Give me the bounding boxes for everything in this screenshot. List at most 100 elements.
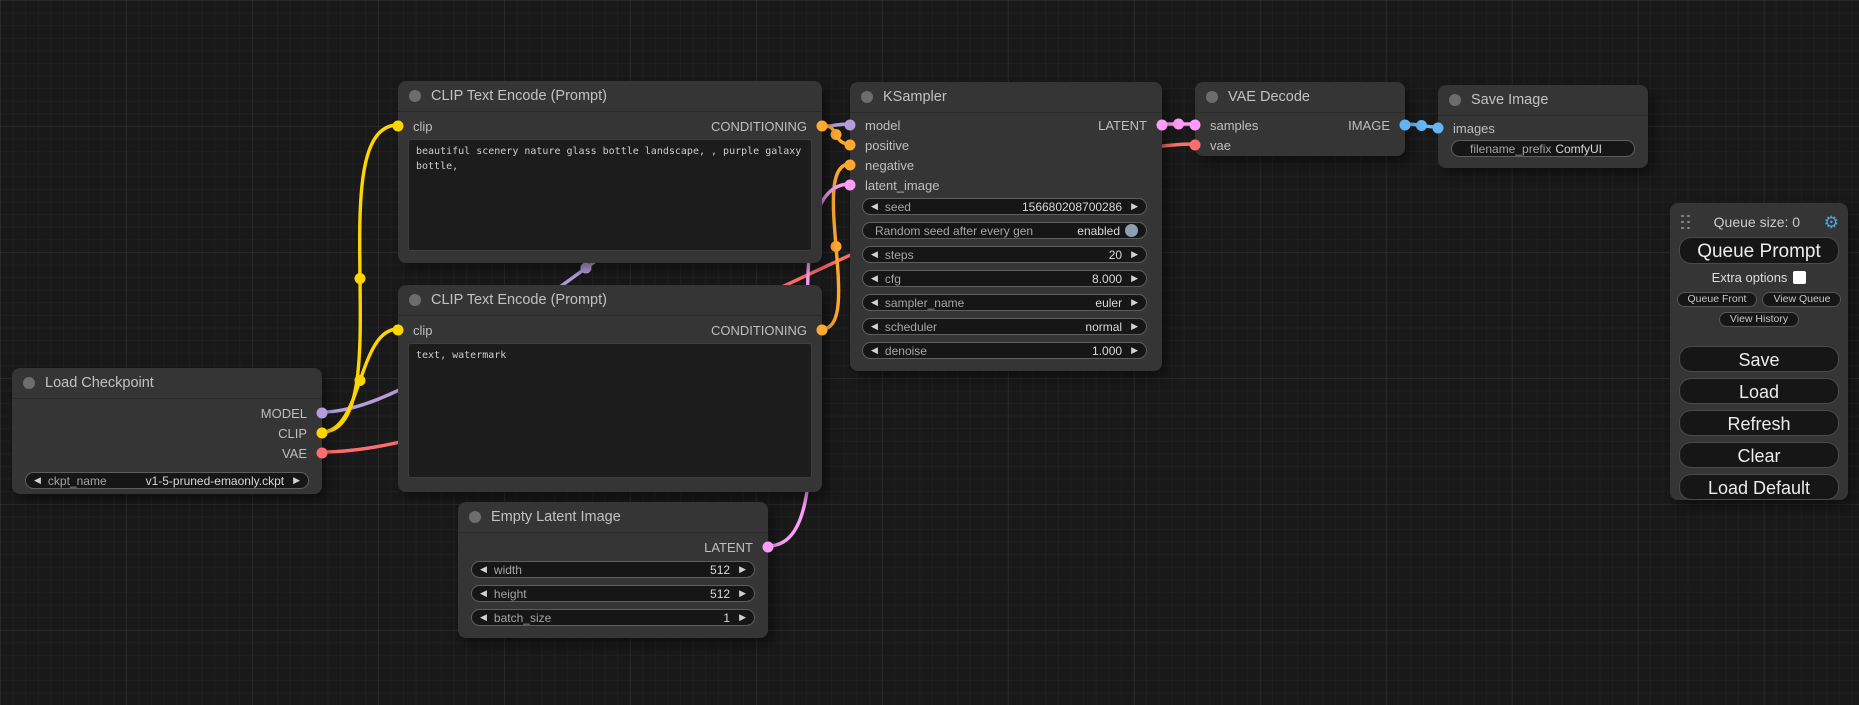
load-button[interactable]: Load	[1679, 378, 1839, 404]
conditioning-port-icon[interactable]	[816, 120, 828, 132]
node-clip-text-encode-negative[interactable]: CLIP Text Encode (Prompt) clip CONDITION…	[392, 285, 828, 492]
input-model[interactable]: model LATENT	[844, 115, 1168, 135]
scheduler-widget[interactable]: ◀ scheduler normal ▶	[862, 318, 1147, 335]
latent-port-icon[interactable]	[844, 179, 856, 191]
positive-prompt-textarea[interactable]: beautiful scenery nature glass bottle la…	[408, 139, 812, 251]
latent-port-icon[interactable]	[1189, 119, 1201, 131]
input-images[interactable]: images	[1432, 118, 1648, 138]
node-title-bar[interactable]: VAE Decode	[1195, 82, 1405, 113]
conditioning-port-icon[interactable]	[816, 324, 828, 336]
node-empty-latent-image[interactable]: Empty Latent Image LATENT ◀ width 512 ▶ …	[458, 502, 774, 638]
input-clip[interactable]: clip CONDITIONING	[392, 116, 828, 136]
batch-size-widget[interactable]: ◀ batch_size 1 ▶	[471, 609, 755, 626]
node-save-image[interactable]: Save Image images filename_prefix ComfyU…	[1432, 85, 1648, 168]
view-history-button[interactable]: View History	[1718, 312, 1800, 327]
load-default-button[interactable]: Load Default	[1679, 474, 1839, 500]
queue-panel[interactable]: Queue size: 0 ⚙ Queue Prompt Extra optio…	[1670, 203, 1848, 500]
denoise-widget[interactable]: ◀ denoise 1.000 ▶	[862, 342, 1147, 359]
collapse-dot-icon[interactable]	[1449, 94, 1461, 106]
latent-port-icon[interactable]	[762, 541, 774, 553]
vae-port-icon[interactable]	[316, 447, 328, 459]
input-latent-image[interactable]: latent_image	[844, 175, 1162, 195]
model-port-icon[interactable]	[316, 407, 328, 419]
stepper-right-icon[interactable]: ▶	[1131, 201, 1138, 211]
clip-port-icon[interactable]	[392, 120, 404, 132]
filename-prefix-widget[interactable]: filename_prefix ComfyUI	[1451, 140, 1635, 157]
stepper-left-icon[interactable]: ◀	[871, 273, 878, 283]
stepper-right-icon[interactable]: ▶	[1131, 297, 1138, 307]
collapse-dot-icon[interactable]	[1206, 91, 1218, 103]
stepper-left-icon[interactable]: ◀	[871, 201, 878, 211]
stepper-left-icon[interactable]: ◀	[34, 475, 41, 485]
vae-port-icon[interactable]	[1189, 139, 1201, 151]
stepper-left-icon[interactable]: ◀	[480, 588, 487, 598]
node-clip-text-encode-positive[interactable]: CLIP Text Encode (Prompt) clip CONDITION…	[392, 81, 828, 263]
width-widget[interactable]: ◀ width 512 ▶	[471, 561, 755, 578]
node-title-bar[interactable]: Empty Latent Image	[458, 502, 768, 533]
refresh-button[interactable]: Refresh	[1679, 410, 1839, 436]
stepper-right-icon[interactable]: ▶	[1131, 345, 1138, 355]
output-clip[interactable]: CLIP	[12, 423, 328, 443]
drag-handle-icon[interactable]	[1681, 214, 1690, 230]
stepper-left-icon[interactable]: ◀	[871, 249, 878, 259]
latent-port-icon[interactable]	[1156, 119, 1168, 131]
input-vae[interactable]: vae	[1189, 135, 1405, 155]
view-queue-button[interactable]: View Queue	[1762, 292, 1842, 307]
collapse-dot-icon[interactable]	[861, 91, 873, 103]
stepper-right-icon[interactable]: ▶	[293, 475, 300, 485]
output-vae[interactable]: VAE	[12, 443, 328, 463]
ckpt-name-widget[interactable]: ◀ ckpt_name v1-5-pruned-emaonly.ckpt ▶	[25, 472, 309, 489]
input-positive[interactable]: positive	[844, 135, 1162, 155]
input-clip[interactable]: clip CONDITIONING	[392, 320, 828, 340]
node-vae-decode[interactable]: VAE Decode samples IMAGE vae	[1189, 82, 1411, 156]
input-samples[interactable]: samples IMAGE	[1189, 115, 1411, 135]
extra-options-checkbox[interactable]	[1793, 271, 1807, 284]
stepper-right-icon[interactable]: ▶	[1131, 321, 1138, 331]
conditioning-port-icon[interactable]	[844, 159, 856, 171]
stepper-right-icon[interactable]: ▶	[739, 612, 746, 622]
stepper-left-icon[interactable]: ◀	[871, 345, 878, 355]
stepper-right-icon[interactable]: ▶	[1131, 249, 1138, 259]
stepper-left-icon[interactable]: ◀	[480, 612, 487, 622]
sampler-name-widget[interactable]: ◀ sampler_name euler ▶	[862, 294, 1147, 311]
node-title-bar[interactable]: CLIP Text Encode (Prompt)	[398, 81, 822, 112]
node-title-bar[interactable]: Load Checkpoint	[12, 368, 322, 399]
steps-widget[interactable]: ◀ steps 20 ▶	[862, 246, 1147, 263]
stepper-right-icon[interactable]: ▶	[1131, 273, 1138, 283]
node-load-checkpoint[interactable]: Load Checkpoint MODEL CLIP VAE ◀ ckpt_na…	[12, 368, 328, 494]
collapse-dot-icon[interactable]	[23, 377, 35, 389]
image-port-icon[interactable]	[1432, 122, 1444, 134]
collapse-dot-icon[interactable]	[469, 511, 481, 523]
stepper-left-icon[interactable]: ◀	[871, 297, 878, 307]
queue-front-button[interactable]: Queue Front	[1676, 292, 1758, 307]
negative-prompt-textarea[interactable]: text, watermark	[408, 343, 812, 478]
stepper-left-icon[interactable]: ◀	[871, 321, 878, 331]
output-latent[interactable]: LATENT	[458, 537, 774, 557]
stepper-left-icon[interactable]: ◀	[480, 564, 487, 574]
toggle-knob-icon[interactable]	[1125, 224, 1138, 237]
node-ksampler[interactable]: KSampler model LATENT positive negative	[844, 82, 1168, 371]
conditioning-port-icon[interactable]	[844, 139, 856, 151]
input-negative[interactable]: negative	[844, 155, 1162, 175]
stepper-right-icon[interactable]: ▶	[739, 564, 746, 574]
seed-widget[interactable]: ◀ seed 156680208700286 ▶	[862, 198, 1147, 215]
image-port-icon[interactable]	[1399, 119, 1411, 131]
settings-gear-icon[interactable]: ⚙	[1823, 212, 1839, 232]
save-button[interactable]: Save	[1679, 346, 1839, 372]
queue-prompt-button[interactable]: Queue Prompt	[1679, 237, 1839, 264]
node-title-bar[interactable]: CLIP Text Encode (Prompt)	[398, 285, 822, 316]
output-model[interactable]: MODEL	[12, 403, 328, 423]
collapse-dot-icon[interactable]	[409, 294, 421, 306]
height-widget[interactable]: ◀ height 512 ▶	[471, 585, 755, 602]
collapse-dot-icon[interactable]	[409, 90, 421, 102]
random-seed-toggle-widget[interactable]: Random seed after every gen enabled	[862, 222, 1147, 239]
cfg-widget[interactable]: ◀ cfg 8.000 ▶	[862, 270, 1147, 287]
stepper-right-icon[interactable]: ▶	[739, 588, 746, 598]
clear-button[interactable]: Clear	[1679, 442, 1839, 468]
clip-port-icon[interactable]	[316, 427, 328, 439]
model-port-icon[interactable]	[844, 119, 856, 131]
node-title-bar[interactable]: Save Image	[1438, 85, 1648, 116]
clip-port-icon[interactable]	[392, 324, 404, 336]
node-title-bar[interactable]: KSampler	[850, 82, 1162, 113]
